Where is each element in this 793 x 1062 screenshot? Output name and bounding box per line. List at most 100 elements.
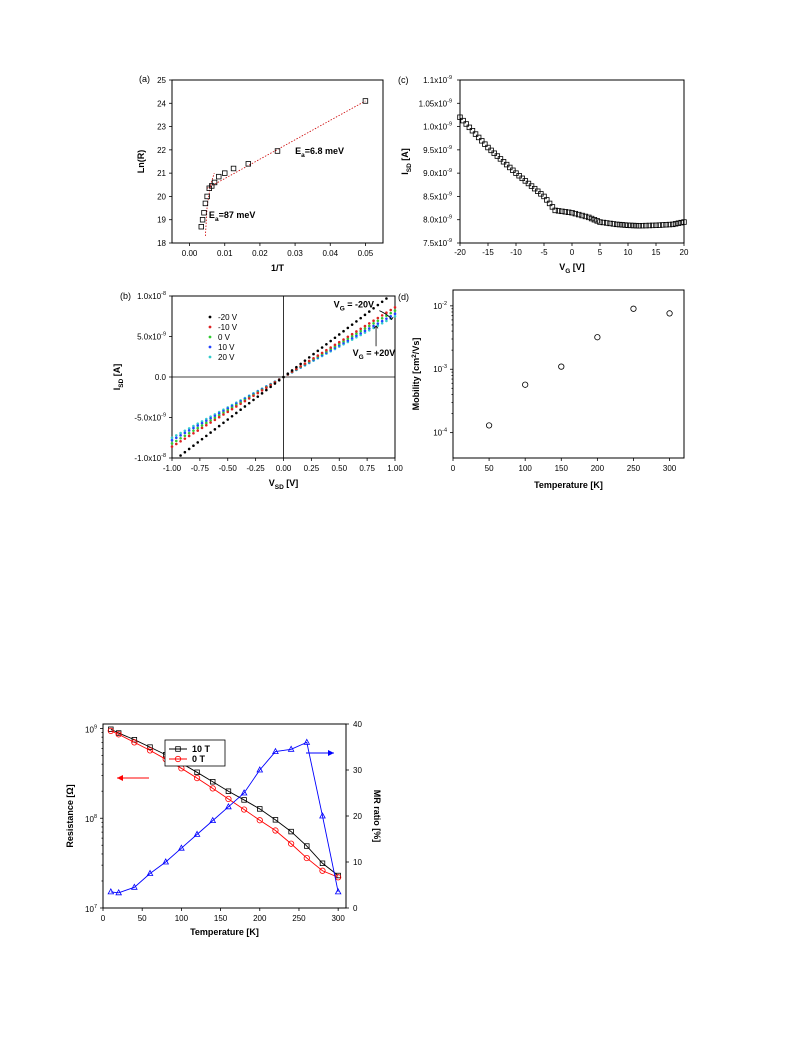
data-point <box>198 223 204 230</box>
data-point <box>179 434 182 437</box>
data-point <box>342 329 345 333</box>
data-point <box>359 331 362 335</box>
data-point <box>196 429 200 432</box>
data-point <box>600 219 607 226</box>
data-point <box>115 731 122 738</box>
data-point <box>222 421 225 425</box>
data-point <box>636 223 642 229</box>
data-point <box>380 321 384 325</box>
legend-marker <box>208 345 212 349</box>
annotation-arrowhead <box>373 325 379 329</box>
data-point <box>196 426 200 430</box>
data-point <box>256 391 260 395</box>
data-point <box>507 164 513 171</box>
data-point <box>376 319 380 323</box>
data-point <box>179 437 182 440</box>
data-point <box>663 222 669 228</box>
data-point <box>213 428 217 431</box>
legend-marker <box>208 335 212 339</box>
x-axis-label: Temperature [K] <box>190 927 259 937</box>
data-point <box>170 438 174 442</box>
x-tick-label: 0.04 <box>322 249 338 258</box>
data-point <box>385 311 388 314</box>
data-point <box>675 220 682 226</box>
data-point <box>491 150 497 156</box>
data-point <box>287 745 295 752</box>
y-tick-label: 1.0x10-8 <box>137 291 166 301</box>
data-point <box>320 351 324 355</box>
data-point <box>299 362 302 366</box>
data-point <box>245 161 252 167</box>
data-point <box>607 220 613 227</box>
data-point <box>235 405 238 408</box>
data-point <box>303 362 307 365</box>
data-point <box>393 306 397 309</box>
data-point <box>372 319 375 323</box>
data-point <box>475 134 482 141</box>
data-point <box>380 316 384 320</box>
data-point <box>200 421 204 425</box>
data-point <box>209 417 212 420</box>
data-point <box>213 414 217 418</box>
x-tick-label: 100 <box>519 464 533 473</box>
data-point <box>179 431 182 435</box>
data-point <box>666 221 673 228</box>
data-point <box>209 816 217 823</box>
fit-line <box>206 100 366 189</box>
data-point <box>604 220 610 226</box>
x-tick-label: 0.00 <box>182 249 198 258</box>
data-point <box>187 431 191 435</box>
data-point <box>304 843 310 849</box>
data-point <box>222 170 228 176</box>
data-point <box>380 300 384 304</box>
x-tick-label: 250 <box>292 914 306 923</box>
data-point <box>582 213 589 220</box>
data-point <box>147 744 153 750</box>
legend-marker <box>175 746 181 752</box>
right-axis-arrowhead <box>328 750 334 756</box>
data-point <box>193 830 201 837</box>
legend-label: 10 T <box>192 744 211 754</box>
data-point <box>569 210 575 216</box>
x-tick-label: -20 <box>454 248 466 257</box>
data-point <box>196 422 200 426</box>
data-point <box>183 429 187 433</box>
data-point <box>196 424 200 427</box>
data-point <box>559 208 565 215</box>
y-tick-label: 0.0 <box>155 373 167 382</box>
legend-box <box>164 739 226 767</box>
legend-marker <box>174 755 182 763</box>
data-point <box>239 408 242 412</box>
data-point <box>130 883 138 890</box>
data-point <box>170 436 174 440</box>
data-point <box>247 401 251 405</box>
data-point <box>316 354 320 357</box>
data-point <box>558 363 565 370</box>
legend-label: 0 T <box>192 754 206 764</box>
y-tick-label: 1.0x10-9 <box>423 122 452 132</box>
x-tick-label: -0.75 <box>191 464 210 473</box>
data-point <box>337 340 341 344</box>
data-point <box>217 414 221 417</box>
data-point <box>670 221 676 228</box>
x-tick-label: 0.75 <box>359 464 375 473</box>
data-point <box>107 727 114 734</box>
data-point <box>350 336 354 340</box>
data-point <box>350 323 354 326</box>
data-point <box>256 766 264 773</box>
plot-frame <box>459 79 685 244</box>
data-point <box>146 869 154 876</box>
x-tick-label: 1.00 <box>387 464 403 473</box>
data-point <box>565 209 572 215</box>
data-point <box>597 219 603 225</box>
y-tick-label: 22 <box>157 146 166 155</box>
panel-label: (d) <box>398 292 409 302</box>
data-point <box>178 844 185 851</box>
data-point <box>376 324 380 327</box>
series-line <box>110 728 339 876</box>
data-point <box>333 336 337 340</box>
data-point <box>288 828 294 835</box>
data-point <box>355 320 358 323</box>
data-point <box>367 328 371 332</box>
data-point <box>488 147 494 154</box>
